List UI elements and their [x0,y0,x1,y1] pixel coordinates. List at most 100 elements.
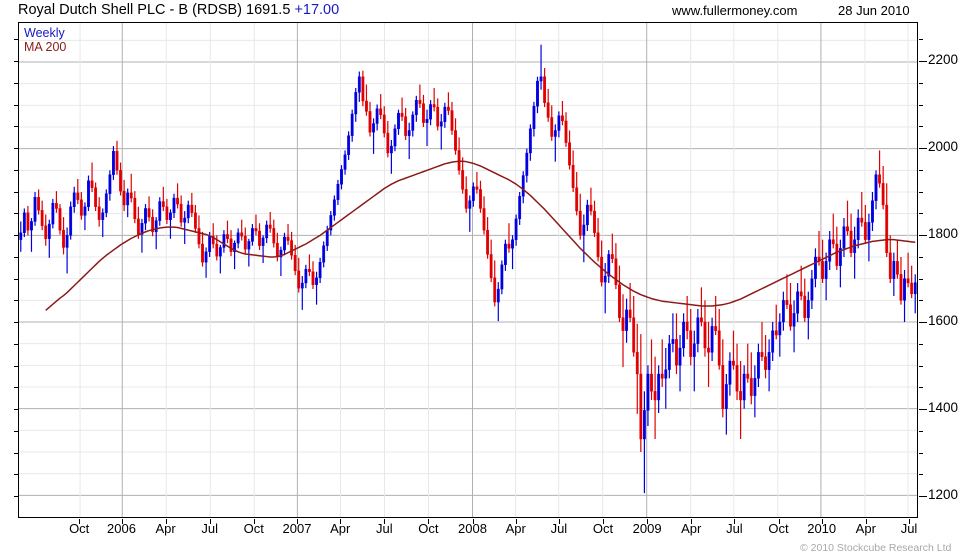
chart-header: Royal Dutch Shell PLC - B (RDSB) 1691.5 … [0,0,980,22]
y-axis-tick-label: 2200 [928,52,959,68]
y-axis-minor-tick [919,256,923,258]
y-axis-minor-tick [14,430,19,432]
y-axis-minor-tick [919,409,927,411]
y-axis-minor-tick [919,322,927,324]
x-axis-tick-label: Apr [330,521,351,536]
price-change: +17.00 [294,2,340,18]
x-axis-tick-label: Oct [418,521,439,536]
x-axis-tick [865,519,867,524]
y-axis-minor-tick [14,126,19,128]
y-axis-minor-tick [14,235,19,237]
x-axis-tick-label: 2007 [282,521,312,536]
x-axis-tick [909,519,910,524]
grid-layer [19,23,917,517]
x-axis-tick [603,519,604,524]
y-axis-minor-tick [14,191,19,193]
x-axis-tick [734,519,736,524]
x-axis-tick-label: Oct [768,521,789,536]
x-axis-tick-label: Oct [592,521,614,536]
y-axis-minor-tick [919,104,923,106]
y-axis-minor-tick [14,256,19,258]
legend-item-ma200: MA 200 [24,40,67,54]
x-axis-tick [297,519,298,524]
y-axis-minor-tick [14,343,19,345]
y-axis-minor-tick [14,365,19,367]
x-axis-tick [821,519,823,524]
x-axis-tick [79,519,81,524]
x-axis-tick [121,519,123,524]
y-axis-minor-tick [14,148,19,150]
x-axis-tick-label: Jul [726,521,743,536]
y-axis-minor-tick [919,82,923,84]
y-axis-minor-tick [14,104,19,106]
chart-legend: Weekly MA 200 [24,26,66,54]
y-axis-minor-tick [919,452,923,454]
x-axis-tick-label: Oct [69,521,90,536]
x-axis-tick-label: 2006 [107,521,136,536]
x-axis-tick-label: 2008 [458,521,487,536]
chart-plot-area [18,22,918,518]
x-axis-tick-label: Apr [505,521,526,536]
y-axis-tick-label: 1400 [928,400,959,416]
y-axis-minor-tick [919,169,923,171]
y-axis-minor-tick [919,343,923,345]
y-axis-minor-tick [919,430,923,432]
y-axis-minor-tick [919,213,923,215]
instrument-title: Royal Dutch Shell PLC - B (RDSB) 1691.5 [18,2,291,18]
x-axis-tick [778,519,780,524]
series-layer [19,44,917,494]
y-axis-minor-tick [919,61,927,63]
x-axis-tick-label: Apr [855,521,876,536]
y-axis-minor-tick [919,365,923,367]
x-axis-tick-label: Apr [155,521,176,536]
y-axis-minor-tick [14,61,19,63]
y-axis-minor-tick [14,474,19,476]
y-axis-minor-tick [14,169,19,171]
x-axis-tick-label: Jul [375,521,393,536]
y-axis-minor-tick [14,409,19,411]
x-axis-tick [165,519,167,524]
y-axis-minor-tick [919,148,927,150]
x-axis-tick-label: Jul [900,521,918,536]
x-axis-tick-label: 2010 [807,521,837,536]
y-axis-minor-tick [14,82,19,84]
y-axis-minor-tick [14,300,19,302]
y-axis-minor-tick [14,322,19,324]
x-axis-tick-label: 2009 [632,521,662,536]
x-axis-tick-label: Jul [201,521,218,536]
y-axis-minor-tick [919,496,927,498]
x-axis-tick [691,519,693,524]
x-axis-tick [515,519,517,524]
y-axis-minor-tick [919,126,923,128]
date-label: 28 Jun 2010 [838,3,910,18]
y-axis-tick-label: 1200 [928,487,959,503]
y-axis-minor-tick [919,235,927,237]
y-axis-minor-tick [14,213,19,215]
copyright-label: © 2010 Stockcube Research Ltd [800,542,952,554]
x-axis-tick [253,519,255,524]
y-axis-tick-label: 1800 [928,226,959,242]
y-axis-minor-tick [919,39,923,41]
y-axis-minor-tick [14,496,19,498]
y-axis-minor-tick [14,39,19,41]
y-axis-minor-tick [919,191,923,193]
x-axis-tick [558,519,560,524]
website-label: www.fullermoney.com [672,3,798,18]
x-axis-tick-label: Apr [681,521,702,536]
y-axis-tick-label: 1600 [928,313,959,329]
x-axis-tick [340,519,342,524]
y-axis-minor-tick [919,278,923,280]
x-axis-tick-label: Jul [550,521,568,536]
page-title: Royal Dutch Shell PLC - B (RDSB) 1691.5 … [18,2,339,18]
y-axis-minor-tick [919,387,923,389]
x-axis-tick [428,519,430,524]
y-axis-minor-tick [919,474,923,476]
y-axis-minor-tick [14,452,19,454]
y-axis-minor-tick [14,387,19,389]
y-axis-minor-tick [14,278,19,280]
y-axis-minor-tick [919,300,923,302]
legend-item-weekly: Weekly [24,26,65,40]
x-axis-tick [472,519,474,524]
x-axis-tick [209,519,211,524]
